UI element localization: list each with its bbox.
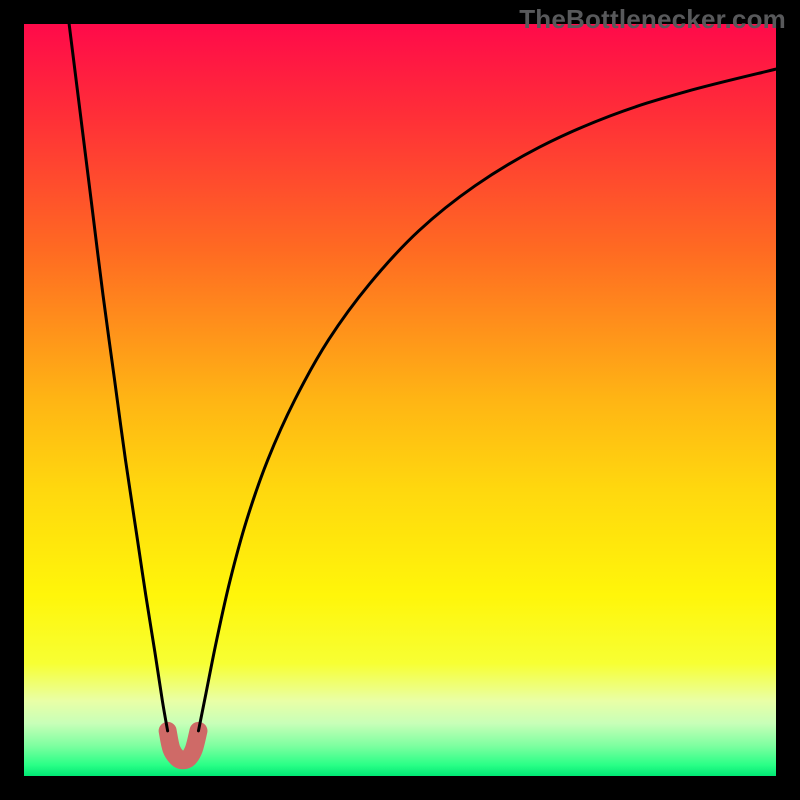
bottleneck-chart: [24, 24, 776, 776]
watermark-text: TheBottlenecker.com: [519, 4, 786, 35]
gradient-background: [24, 24, 776, 776]
chart-frame: TheBottlenecker.com: [0, 0, 800, 800]
